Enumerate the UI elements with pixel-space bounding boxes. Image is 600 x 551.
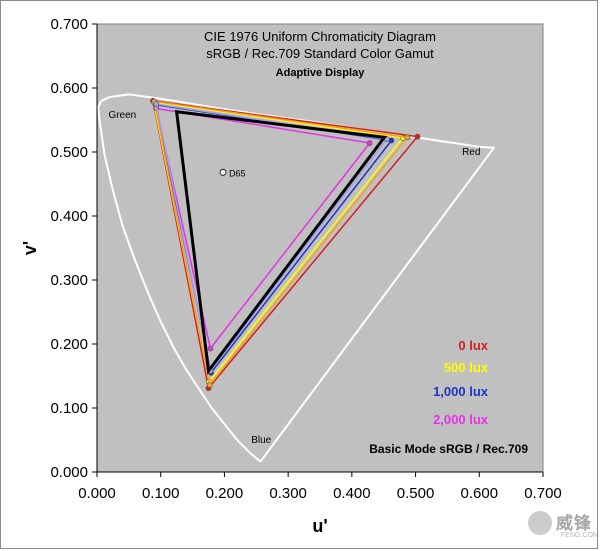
gamut-triangle-3 <box>155 107 372 351</box>
x-tick-label: 0.100 <box>142 485 180 502</box>
y-tick-label: 0.500 <box>50 144 88 161</box>
white-point-marker <box>219 168 227 176</box>
x-tick-label: 0.300 <box>269 485 307 502</box>
legend-entry-basic-mode: Basic Mode sRGB / Rec.709 <box>369 442 528 456</box>
legend-entry-2: 1,000 lux <box>433 384 489 399</box>
gamut-triangle-0 <box>152 99 419 390</box>
legend-entry-1: 500 lux <box>444 360 489 375</box>
gamut-vertex-4-0 <box>404 134 411 141</box>
gamut-vertex-5-1 <box>153 101 160 107</box>
x-tick-label: 0.000 <box>78 485 116 502</box>
chart-subsubtitle: Adaptive Display <box>276 67 366 79</box>
watermark-text: 威锋 <box>556 514 592 533</box>
y-tick-label: 0.200 <box>50 336 88 353</box>
gamut-triangle-6 <box>174 109 388 375</box>
y-tick-label: 0.400 <box>50 208 88 225</box>
y-tick-label: 0.000 <box>50 464 88 481</box>
x-tick-label: 0.500 <box>397 485 435 502</box>
green-region-label: Green <box>108 110 136 121</box>
x-tick-label: 0.400 <box>333 485 371 502</box>
x-axis-title: u' <box>312 516 327 536</box>
legend-entry-3: 2,000 lux <box>433 412 489 427</box>
chart-subtitle: sRGB / Rec.709 Standard Color Gamut <box>206 46 434 61</box>
x-tick-label: 0.600 <box>461 485 499 502</box>
watermark-subtext: FENG.COM <box>561 532 599 539</box>
gamut-vertex-0-0 <box>414 133 421 140</box>
x-tick-label: 0.200 <box>206 485 244 502</box>
blue-region-label: Blue <box>251 435 271 446</box>
gamut-vertex-3-0 <box>366 140 373 146</box>
gamut-vertex-3-2 <box>207 345 214 352</box>
white-point-label: D65 <box>229 168 246 178</box>
gamut-triangle-5 <box>155 103 389 373</box>
watermark: 威锋 FENG.COM <box>528 509 599 545</box>
gamut-triangle-4 <box>153 100 409 387</box>
y-tick-label: 0.600 <box>50 80 88 97</box>
gamut-vertex-4-2 <box>206 382 213 388</box>
y-tick-label: 0.300 <box>50 272 88 289</box>
watermark-logo-icon <box>528 511 552 535</box>
chart-title: CIE 1976 Uniform Chromaticity Diagram <box>204 29 436 44</box>
legend-entry-0: 0 lux <box>458 338 488 353</box>
y-tick-label: 0.700 <box>50 16 88 33</box>
plot-area <box>96 23 544 473</box>
y-tick-label: 0.100 <box>50 400 88 417</box>
x-tick-label: 0.700 <box>524 485 562 502</box>
red-region-label: Red <box>462 147 480 158</box>
y-axis-title: v' <box>20 241 40 255</box>
